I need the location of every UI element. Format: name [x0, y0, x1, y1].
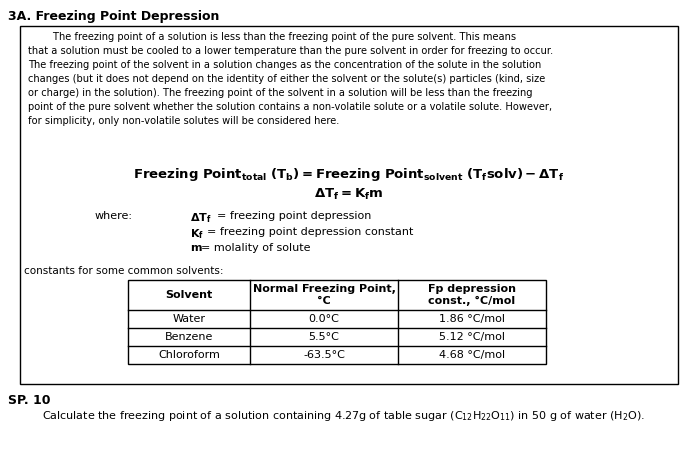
Text: Calculate the freezing point of a solution containing 4.27g of table sugar (C$_{: Calculate the freezing point of a soluti… [42, 409, 645, 423]
Bar [20, 26, 678, 384]
Text: 0.0°C: 0.0°C [309, 314, 339, 324]
Text: = molality of solute: = molality of solute [201, 243, 310, 253]
Text: Chloroform: Chloroform [158, 350, 220, 360]
Text: $\mathbf{\Delta T_f}$: $\mathbf{\Delta T_f}$ [190, 211, 212, 225]
Bar [128, 280, 546, 364]
Text: Benzene: Benzene [164, 332, 213, 342]
Text: Normal Freezing Point,
°C: Normal Freezing Point, °C [252, 284, 395, 306]
Text: 4.68 °C/mol: 4.68 °C/mol [439, 350, 505, 360]
Text: SP. 10: SP. 10 [8, 394, 50, 407]
Text: = freezing point depression constant: = freezing point depression constant [207, 227, 413, 237]
Text: Water: Water [172, 314, 206, 324]
Text: $\mathbf{K_f}$: $\mathbf{K_f}$ [190, 227, 204, 241]
Text: = freezing point depression: = freezing point depression [217, 211, 372, 221]
Text: 3A. Freezing Point Depression: 3A. Freezing Point Depression [8, 10, 220, 23]
Text: $\mathbf{m}$: $\mathbf{m}$ [190, 243, 203, 253]
Text: constants for some common solvents:: constants for some common solvents: [24, 266, 224, 276]
Text: Solvent: Solvent [165, 290, 213, 300]
Text: where:: where: [95, 211, 133, 221]
Text: The freezing point of a solution is less than the freezing point of the pure sol: The freezing point of a solution is less… [28, 32, 553, 126]
Text: 5.12 °C/mol: 5.12 °C/mol [439, 332, 505, 342]
Text: -63.5°C: -63.5°C [303, 350, 345, 360]
Text: 1.86 °C/mol: 1.86 °C/mol [439, 314, 505, 324]
Text: Fp depression
const., °C/mol: Fp depression const., °C/mol [428, 284, 516, 306]
Text: 5.5°C: 5.5°C [309, 332, 339, 342]
Text: $\mathbf{Freezing\ Point_{total}\ (T_b) = Freezing\ Point_{solvent}\ (T_f solv) : $\mathbf{Freezing\ Point_{total}\ (T_b) … [133, 166, 564, 183]
Text: $\mathbf{\Delta T_f = K_f m}$: $\mathbf{\Delta T_f = K_f m}$ [314, 187, 383, 202]
